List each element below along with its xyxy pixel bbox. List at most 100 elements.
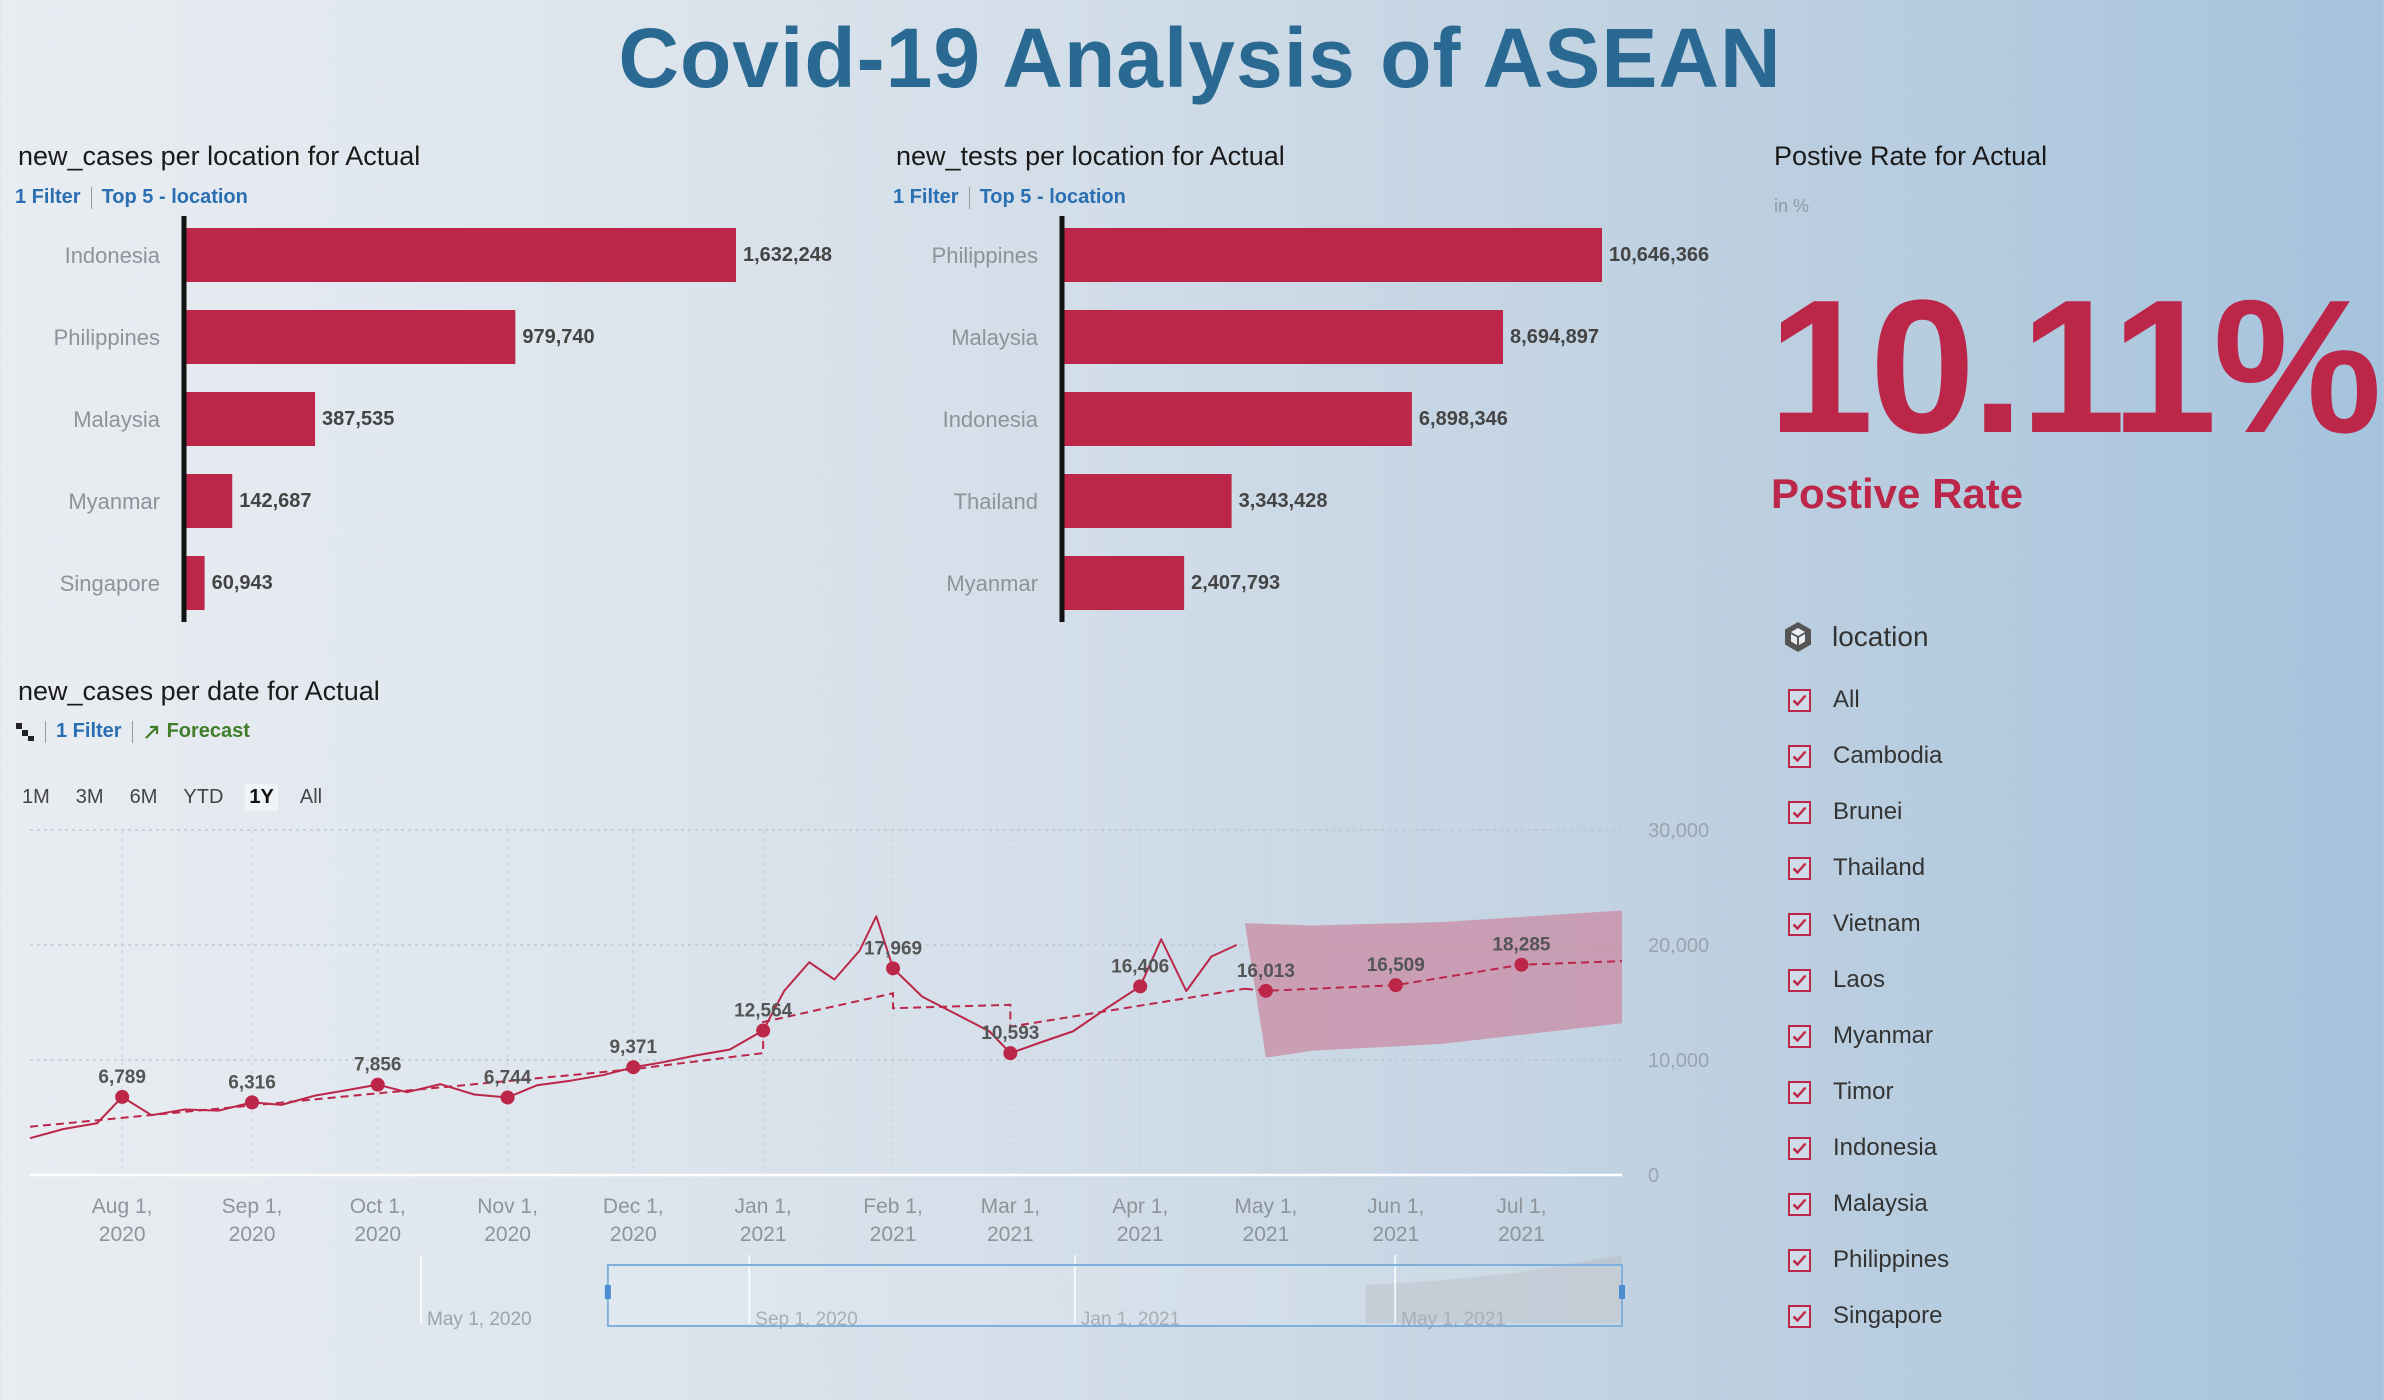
bar[interactable]	[1062, 310, 1504, 364]
checkbox[interactable]	[1788, 1192, 1811, 1216]
data-label: 18,285	[1492, 935, 1551, 956]
bar[interactable]	[184, 474, 233, 528]
checkbox[interactable]	[1788, 1080, 1811, 1104]
checkbox[interactable]	[1788, 1248, 1811, 1272]
location-option[interactable]: Cambodia	[1788, 728, 1949, 784]
location-option[interactable]: All	[1788, 672, 1949, 728]
filter-token[interactable]: 1 Filter	[893, 186, 959, 208]
data-label: 6,789	[98, 1067, 146, 1088]
dashboard-title: Covid-19 Analysis of ASEAN	[618, 11, 1782, 105]
location-option[interactable]: Brunei	[1788, 784, 1949, 840]
location-option[interactable]: Vietnam	[1788, 896, 1949, 952]
time-range-button[interactable]: 3M	[75, 786, 104, 808]
location-option-label: Myanmar	[1833, 1022, 1934, 1049]
location-option[interactable]: Philippines	[1788, 1232, 1949, 1288]
bar[interactable]	[1062, 228, 1602, 282]
time-range-button[interactable]: 1Y	[245, 784, 278, 811]
location-option[interactable]: Singapore	[1788, 1288, 1949, 1344]
data-point[interactable]	[626, 1060, 641, 1075]
data-point[interactable]	[500, 1090, 515, 1105]
data-label: 7,856	[354, 1055, 402, 1076]
navigator-selection[interactable]	[606, 1264, 1623, 1327]
bar-value-label: 8,694,897	[1510, 326, 1599, 348]
data-point[interactable]	[245, 1095, 260, 1110]
x-tick-label: Apr 1,	[1112, 1195, 1168, 1218]
bar[interactable]	[184, 556, 205, 610]
data-point[interactable]	[1514, 957, 1529, 972]
filter-token[interactable]: 1 Filter	[15, 186, 81, 208]
positive-rate-label: Postive Rate	[1771, 470, 2024, 517]
location-option[interactable]: Malaysia	[1788, 1176, 1949, 1232]
location-option[interactable]: Timor	[1788, 1064, 1949, 1120]
x-tick-label: 2021	[1117, 1223, 1164, 1246]
check-icon	[1792, 694, 1807, 706]
positive-rate-title: Postive Rate for Actual	[1774, 141, 2048, 171]
y-tick-label: 0	[1648, 1165, 1659, 1187]
filter-separator	[45, 720, 46, 743]
ranking-token[interactable]: Top 5 - location	[101, 186, 248, 208]
bar[interactable]	[184, 310, 516, 364]
bar[interactable]	[1062, 556, 1185, 610]
filter-token[interactable]: 1 Filter	[56, 720, 122, 742]
location-option[interactable]: Myanmar	[1788, 1008, 1949, 1064]
tests-by-location-title: new_tests per location for Actual	[896, 141, 1285, 171]
location-option[interactable]: Indonesia	[1788, 1120, 1949, 1176]
data-point[interactable]	[1258, 983, 1273, 998]
data-point[interactable]	[115, 1089, 130, 1104]
cases-by-date-chart: 0 10,000 20,000 30,000 Aug 1, 2020 Sep 1, 2020 O…	[29, 820, 1709, 1330]
location-option[interactable]: Thailand	[1788, 840, 1949, 896]
forecast-token[interactable]: Forecast	[166, 720, 250, 742]
bar[interactable]	[184, 228, 736, 282]
bar[interactable]	[1062, 474, 1232, 528]
checkbox[interactable]	[1788, 912, 1811, 936]
navigator-date-label: May 1, 2021	[1401, 1309, 1506, 1330]
bar-value-label: 10,646,366	[1609, 244, 1709, 266]
bar-value-label: 6,898,346	[1419, 408, 1508, 430]
filter-separator	[968, 186, 970, 209]
navigator-date-label: Jan 1, 2021	[1081, 1309, 1180, 1330]
bar[interactable]	[184, 392, 316, 446]
checkbox[interactable]	[1788, 1136, 1811, 1160]
time-range-button[interactable]: 1M	[22, 786, 50, 808]
location-filter-header: location	[1782, 620, 1929, 654]
cases-by-location-filterbar: 1 Filter Top 5 - location	[15, 186, 248, 209]
x-tick-label: May 1,	[1234, 1195, 1297, 1218]
data-point[interactable]	[1133, 979, 1148, 994]
bar-category-label: Singapore	[60, 571, 160, 596]
time-range-button[interactable]: 6M	[129, 786, 158, 808]
check-icon	[1792, 862, 1807, 874]
location-option-label: Timor	[1833, 1078, 1894, 1105]
bar-value-label: 1,632,248	[743, 244, 832, 266]
checkbox[interactable]	[1788, 1024, 1811, 1048]
location-option-label: Thailand	[1833, 854, 1926, 881]
data-point[interactable]	[1003, 1046, 1018, 1061]
time-range-button[interactable]: All	[299, 786, 323, 808]
checkbox[interactable]	[1788, 1304, 1811, 1328]
x-tick-label: Aug 1,	[92, 1195, 153, 1218]
checkbox[interactable]	[1788, 688, 1811, 712]
hierarchy-icon[interactable]	[15, 722, 35, 742]
bar-category-label: Thailand	[954, 489, 1038, 514]
checkbox[interactable]	[1788, 800, 1811, 824]
data-point[interactable]	[370, 1077, 385, 1092]
filter-separator	[131, 720, 133, 743]
time-range-button[interactable]: YTD	[183, 786, 224, 808]
location-option-label: All	[1833, 686, 1860, 713]
data-point[interactable]	[1388, 978, 1403, 993]
bar-category-label: Malaysia	[73, 407, 161, 432]
checkbox[interactable]	[1788, 744, 1811, 768]
checkbox[interactable]	[1788, 968, 1811, 992]
ranking-token[interactable]: Top 5 - location	[979, 186, 1126, 208]
data-point[interactable]	[886, 961, 901, 976]
data-point[interactable]	[756, 1023, 771, 1038]
location-option-label: Laos	[1833, 966, 1886, 993]
checkbox[interactable]	[1788, 856, 1811, 880]
location-option[interactable]: Laos	[1788, 952, 1949, 1008]
navigator-handle-left[interactable]	[604, 1285, 611, 1299]
navigator-handle-right[interactable]	[1619, 1285, 1625, 1299]
bar-value-label: 60,943	[212, 572, 273, 594]
location-option-label: Philippines	[1833, 1246, 1950, 1273]
bar[interactable]	[1062, 392, 1412, 446]
data-label: 6,316	[228, 1072, 276, 1093]
x-tick-label: 2021	[740, 1223, 787, 1246]
